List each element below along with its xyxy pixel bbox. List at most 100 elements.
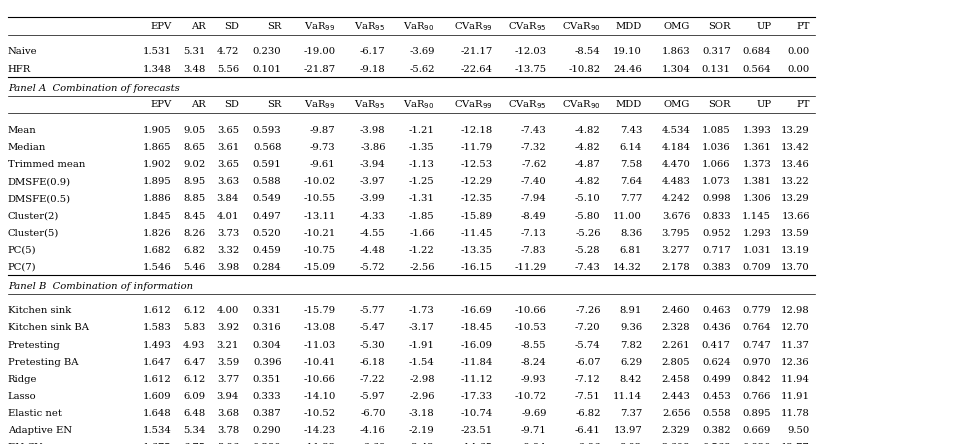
Text: EPV: EPV	[150, 22, 172, 31]
Text: MDD: MDD	[616, 22, 642, 31]
Text: CVaR$_{95}$: CVaR$_{95}$	[508, 99, 547, 111]
Text: 13.70: 13.70	[781, 263, 810, 272]
Text: 0.499: 0.499	[702, 375, 731, 384]
Text: -4.82: -4.82	[575, 177, 601, 186]
Text: Panel B  Combination of information: Panel B Combination of information	[8, 282, 193, 291]
Text: 1.373: 1.373	[742, 160, 771, 169]
Text: 1.036: 1.036	[702, 143, 731, 152]
Text: -23.51: -23.51	[461, 426, 493, 435]
Text: -11.03: -11.03	[304, 341, 335, 349]
Text: -3.69: -3.69	[410, 48, 435, 56]
Text: SR: SR	[267, 22, 281, 31]
Text: CVaR$_{90}$: CVaR$_{90}$	[562, 20, 601, 33]
Text: EPV: EPV	[150, 100, 172, 109]
Text: 2.443: 2.443	[661, 392, 690, 401]
Text: -1.21: -1.21	[409, 126, 435, 135]
Text: 2.329: 2.329	[661, 426, 690, 435]
Text: -6.41: -6.41	[575, 426, 601, 435]
Text: 1.493: 1.493	[143, 341, 172, 349]
Text: 0.709: 0.709	[742, 263, 771, 272]
Text: 0.383: 0.383	[702, 263, 731, 272]
Text: 8.36: 8.36	[620, 229, 642, 238]
Text: 8.02: 8.02	[620, 443, 642, 444]
Text: Elastic net: Elastic net	[8, 409, 62, 418]
Text: -10.55: -10.55	[304, 194, 335, 203]
Text: 1.348: 1.348	[143, 64, 172, 74]
Text: 3.84: 3.84	[217, 194, 239, 203]
Text: 1.863: 1.863	[661, 48, 690, 56]
Text: -10.02: -10.02	[304, 177, 335, 186]
Text: -7.22: -7.22	[360, 375, 386, 384]
Text: VaR$_{95}$: VaR$_{95}$	[355, 99, 386, 111]
Text: CVaR$_{99}$: CVaR$_{99}$	[454, 20, 493, 33]
Text: 1.085: 1.085	[702, 126, 731, 135]
Text: 3.795: 3.795	[661, 229, 690, 238]
Text: -1.13: -1.13	[409, 160, 435, 169]
Text: 0.387: 0.387	[253, 409, 281, 418]
Text: -1.73: -1.73	[409, 306, 435, 315]
Text: 1.612: 1.612	[143, 306, 172, 315]
Text: 0.520: 0.520	[253, 229, 281, 238]
Text: 13.22: 13.22	[781, 177, 810, 186]
Text: 8.65: 8.65	[183, 143, 205, 152]
Text: 0.568: 0.568	[702, 443, 731, 444]
Text: 0.453: 0.453	[702, 392, 731, 401]
Text: -2.96: -2.96	[410, 392, 435, 401]
Text: 3.78: 3.78	[217, 426, 239, 435]
Text: 1.145: 1.145	[742, 211, 771, 221]
Text: -5.74: -5.74	[575, 341, 601, 349]
Text: -10.82: -10.82	[569, 64, 601, 74]
Text: 1.304: 1.304	[661, 64, 690, 74]
Text: -10.66: -10.66	[304, 375, 335, 384]
Text: VaR$_{95}$: VaR$_{95}$	[355, 20, 386, 33]
Text: 11.78: 11.78	[781, 409, 810, 418]
Text: 0.131: 0.131	[702, 64, 731, 74]
Text: -1.25: -1.25	[409, 177, 435, 186]
Text: 8.91: 8.91	[620, 306, 642, 315]
Text: 5.56: 5.56	[217, 64, 239, 74]
Text: 1.905: 1.905	[143, 126, 172, 135]
Text: PT: PT	[796, 100, 810, 109]
Text: 13.46: 13.46	[781, 160, 810, 169]
Text: 5.83: 5.83	[183, 324, 205, 333]
Text: Trimmed mean: Trimmed mean	[8, 160, 85, 169]
Text: 8.45: 8.45	[183, 211, 205, 221]
Text: -10.72: -10.72	[515, 392, 547, 401]
Text: 11.14: 11.14	[613, 392, 642, 401]
Text: 0.669: 0.669	[743, 426, 771, 435]
Text: 3.73: 3.73	[217, 229, 239, 238]
Text: 3.65: 3.65	[217, 160, 239, 169]
Text: 8.85: 8.85	[183, 194, 205, 203]
Text: -11.29: -11.29	[515, 263, 547, 272]
Text: 1.609: 1.609	[143, 392, 172, 401]
Text: 0.842: 0.842	[742, 375, 771, 384]
Text: -16.09: -16.09	[461, 341, 493, 349]
Text: 6.12: 6.12	[183, 306, 205, 315]
Text: 3.94: 3.94	[217, 392, 239, 401]
Text: 3.92: 3.92	[217, 324, 239, 333]
Text: 11.94: 11.94	[781, 375, 810, 384]
Text: 3.277: 3.277	[661, 246, 690, 255]
Text: -8.24: -8.24	[521, 358, 547, 367]
Text: 3.98: 3.98	[217, 263, 239, 272]
Text: -12.29: -12.29	[461, 177, 493, 186]
Text: -5.10: -5.10	[575, 194, 601, 203]
Text: 12.77: 12.77	[781, 443, 810, 444]
Text: 8.26: 8.26	[183, 229, 205, 238]
Text: 2.328: 2.328	[661, 324, 690, 333]
Text: 3.21: 3.21	[217, 341, 239, 349]
Text: 0.895: 0.895	[742, 409, 771, 418]
Text: 8.95: 8.95	[183, 177, 205, 186]
Text: -2.98: -2.98	[409, 375, 435, 384]
Text: VaR$_{90}$: VaR$_{90}$	[403, 20, 435, 33]
Text: -16.15: -16.15	[461, 263, 493, 272]
Text: 4.93: 4.93	[183, 341, 205, 349]
Text: 4.534: 4.534	[661, 126, 690, 135]
Text: -3.18: -3.18	[409, 409, 435, 418]
Text: 0.00: 0.00	[788, 64, 810, 74]
Text: 2.178: 2.178	[661, 263, 690, 272]
Text: 0.593: 0.593	[253, 126, 281, 135]
Text: 6.09: 6.09	[183, 392, 205, 401]
Text: 0.380: 0.380	[253, 443, 281, 444]
Text: -7.43: -7.43	[575, 263, 601, 272]
